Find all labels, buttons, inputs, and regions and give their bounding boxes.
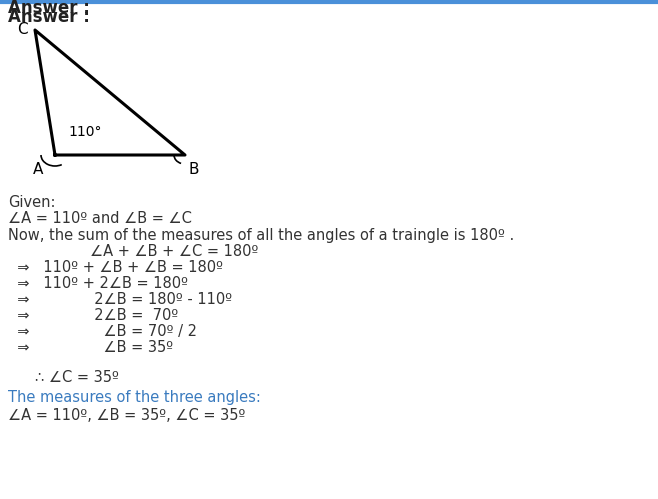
Text: ∠A = 110º, ∠B = 35º, ∠C = 35º: ∠A = 110º, ∠B = 35º, ∠C = 35º [8, 408, 245, 423]
Text: Now, the sum of the measures of all the angles of a traingle is 180º .: Now, the sum of the measures of all the … [8, 228, 515, 243]
Text: Answer :: Answer : [8, 0, 90, 17]
Text: C: C [16, 22, 28, 37]
Text: ∠A = 110º and ∠B = ∠C: ∠A = 110º and ∠B = ∠C [8, 211, 192, 226]
Text: 110°: 110° [68, 125, 101, 139]
Text: The measures of the three angles:: The measures of the three angles: [8, 390, 261, 405]
Text: ⇒   110º + ∠B + ∠B = 180º: ⇒ 110º + ∠B + ∠B = 180º [8, 260, 223, 275]
Text: ⇒                ∠B = 70º / 2: ⇒ ∠B = 70º / 2 [8, 324, 197, 339]
Text: Given:: Given: [8, 195, 55, 210]
Text: B: B [188, 162, 199, 177]
Text: ⇒              2∠B =  70º: ⇒ 2∠B = 70º [8, 308, 178, 323]
Text: ⇒   110º + 2∠B = 180º: ⇒ 110º + 2∠B = 180º [8, 276, 188, 291]
Text: ⇒                ∠B = 35º: ⇒ ∠B = 35º [8, 340, 173, 355]
Text: Answer :: Answer : [8, 8, 90, 26]
Text: ∴ ∠C = 35º: ∴ ∠C = 35º [35, 370, 119, 385]
Text: ∠A + ∠B + ∠C = 180º: ∠A + ∠B + ∠C = 180º [90, 244, 259, 259]
Text: A: A [33, 162, 43, 177]
Text: ⇒              2∠B = 180º - 110º: ⇒ 2∠B = 180º - 110º [8, 292, 232, 307]
